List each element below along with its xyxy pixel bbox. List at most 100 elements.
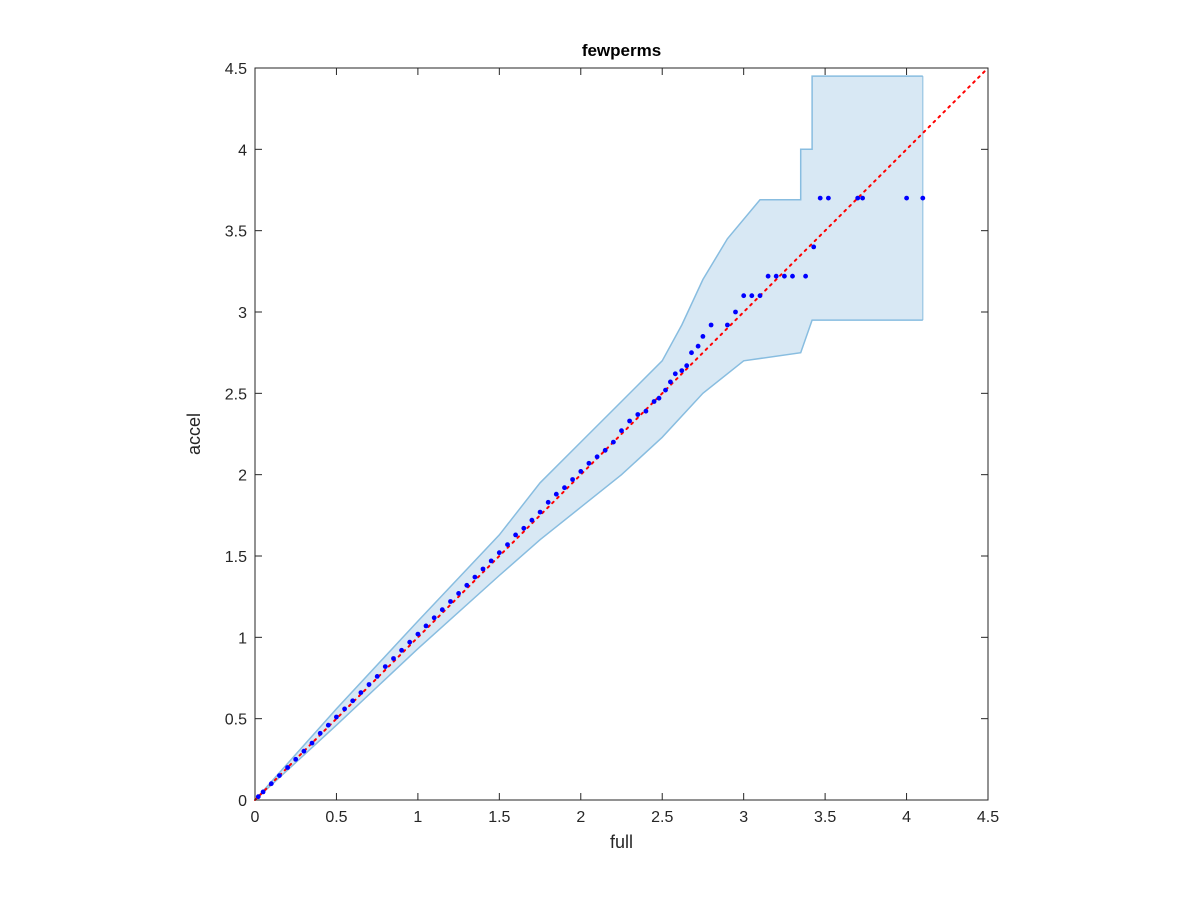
axes-layer: 0 0.5 1 1.5 2 2.5 3 3.5 4 4.5 0 0.5 1 1.5 2 2.5 3 3.5 4 4.5 <box>225 61 999 826</box>
data-point <box>643 408 649 414</box>
data-point <box>456 591 461 596</box>
data-point <box>741 293 747 299</box>
data-point <box>725 322 730 328</box>
data-point <box>904 195 909 201</box>
data-point <box>803 273 808 279</box>
data-point <box>656 395 662 401</box>
data-point <box>826 195 831 201</box>
data-point <box>757 293 763 299</box>
data-point <box>382 664 388 669</box>
data-point <box>391 656 396 661</box>
data-point <box>602 447 608 453</box>
y-tick-label: 3.5 <box>225 224 247 241</box>
x-tick-label: 1 <box>413 809 422 826</box>
data-point <box>537 509 543 515</box>
data-point <box>285 765 290 770</box>
y-tick-label: 2.5 <box>225 386 247 403</box>
x-tick-label: 3 <box>739 809 748 826</box>
x-tick-label: 4.5 <box>977 809 999 826</box>
data-point <box>415 631 421 637</box>
data-point <box>439 607 445 613</box>
data-point <box>448 599 453 604</box>
confidence-band-upper <box>254 75 923 801</box>
data-point <box>464 582 470 588</box>
confidence-band-lower <box>254 319 923 801</box>
data-point <box>334 714 339 720</box>
data-point <box>260 789 266 795</box>
data-point <box>594 454 600 460</box>
data-point <box>472 574 478 580</box>
data-point <box>505 542 510 547</box>
data-point <box>586 460 592 466</box>
data-point <box>733 309 738 315</box>
data-point <box>545 499 551 505</box>
data-point <box>695 343 701 349</box>
data-point <box>570 477 575 482</box>
x-tick-label: 4 <box>902 809 911 826</box>
data-point <box>663 387 668 393</box>
y-tick-label: 0 <box>238 793 247 810</box>
data-point <box>672 371 678 377</box>
x-tick-label: 0 <box>251 809 260 826</box>
data-point <box>268 781 274 787</box>
data-point <box>749 293 755 299</box>
data-point <box>578 469 584 474</box>
data-point <box>480 566 486 572</box>
data-point <box>619 428 624 434</box>
axes-box <box>254 67 989 801</box>
data-point <box>293 756 299 762</box>
data-point <box>301 748 307 754</box>
data-point <box>708 322 714 328</box>
data-point <box>684 363 690 369</box>
data-point <box>700 334 706 339</box>
confidence-band-fill <box>255 76 923 801</box>
y-tick-label: 2 <box>238 468 247 485</box>
data-point <box>817 195 823 201</box>
data-point <box>407 639 413 645</box>
data-point <box>496 550 502 556</box>
data-point <box>423 623 429 629</box>
data-point <box>325 722 331 728</box>
y-tick-label: 4 <box>238 142 247 159</box>
data-point <box>562 485 567 491</box>
data-point <box>399 647 404 653</box>
x-tick-label: 2 <box>576 809 585 826</box>
data-points-layer <box>255 195 926 800</box>
x-tick-label: 0.5 <box>325 809 347 826</box>
data-point <box>255 794 261 800</box>
confidence-band-layer <box>254 75 924 801</box>
data-point <box>782 273 787 279</box>
data-point <box>488 558 494 564</box>
y-tick-label: 3 <box>238 305 247 322</box>
x-tick-label: 1.5 <box>488 809 510 826</box>
data-point <box>366 682 372 687</box>
data-point <box>635 412 641 417</box>
y-tick-label: 1.5 <box>225 549 247 566</box>
data-point <box>920 195 926 201</box>
data-point <box>309 740 315 746</box>
data-point <box>627 418 632 424</box>
reference-line <box>254 67 989 801</box>
data-point <box>277 773 282 778</box>
data-point <box>317 730 323 736</box>
data-point <box>668 379 673 385</box>
data-point <box>790 273 795 279</box>
data-point <box>860 195 865 201</box>
reference-line-layer <box>254 67 989 801</box>
x-tick-label: 2.5 <box>651 809 673 826</box>
data-point <box>350 698 356 704</box>
data-point <box>529 517 535 523</box>
chart-title: fewperms <box>582 41 661 60</box>
x-axis-label: full <box>610 832 633 852</box>
data-point <box>689 350 694 356</box>
data-point <box>553 491 559 497</box>
data-point <box>513 532 518 538</box>
data-point <box>811 244 817 250</box>
data-point <box>358 690 364 695</box>
y-axis-label: accel <box>184 413 204 455</box>
y-tick-label: 0.5 <box>225 712 247 729</box>
data-point <box>342 706 347 712</box>
data-point <box>765 273 771 279</box>
x-tick-label: 3.5 <box>814 809 836 826</box>
